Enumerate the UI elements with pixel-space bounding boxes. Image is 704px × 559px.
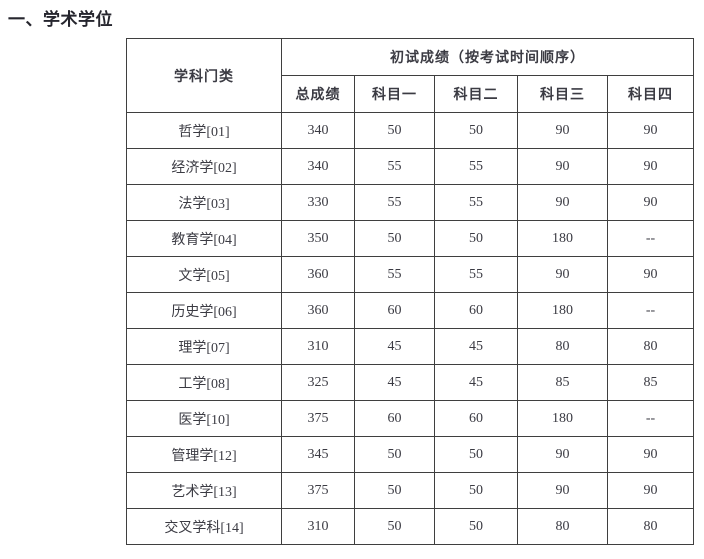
score-cell: 375 (281, 472, 355, 509)
score-cell: 90 (517, 436, 608, 473)
score-cell: 55 (354, 148, 435, 185)
category-cell: 医学[10] (126, 400, 282, 437)
score-cell: 90 (606, 184, 695, 221)
score-cell: 90 (606, 112, 695, 149)
category-cell: 交叉学科[14] (126, 508, 282, 545)
table-row: 医学[10] 375 60 60 180 -- (126, 400, 695, 437)
score-cell: 50 (434, 472, 518, 509)
score-cell: 60 (434, 292, 518, 329)
score-cell: 90 (517, 184, 608, 221)
score-cell: 45 (434, 364, 518, 401)
table-row: 工学[08] 325 45 45 85 85 (126, 364, 695, 401)
score-cell: 50 (354, 472, 435, 509)
score-cell: 50 (354, 220, 435, 257)
score-cell: 55 (354, 184, 435, 221)
table-row: 教育学[04] 350 50 50 180 -- (126, 220, 695, 257)
score-cell: 80 (517, 508, 608, 545)
score-cell: 90 (606, 256, 695, 293)
score-cell: -- (606, 400, 695, 437)
score-cell: 375 (281, 400, 355, 437)
category-cell: 理学[07] (126, 328, 282, 365)
scores-table: 学科门类 初试成绩（按考试时间顺序） 总成绩 科目一 科目二 科目三 科目四 哲… (126, 38, 695, 545)
score-cell: 55 (434, 184, 518, 221)
score-cell: 50 (434, 436, 518, 473)
header-category: 学科门类 (126, 38, 282, 113)
score-cell: 345 (281, 436, 355, 473)
category-cell: 工学[08] (126, 364, 282, 401)
table-row: 艺术学[13] 375 50 50 90 90 (126, 472, 695, 509)
category-cell: 哲学[01] (126, 112, 282, 149)
score-cell: 85 (517, 364, 608, 401)
score-cell: 180 (517, 292, 608, 329)
score-cell: 45 (354, 328, 435, 365)
score-cell: 60 (434, 400, 518, 437)
score-cell: 360 (281, 292, 355, 329)
score-cell: 90 (606, 436, 695, 473)
header-group-initial-scores: 初试成绩（按考试时间顺序） (280, 38, 695, 76)
score-cell: 80 (517, 328, 608, 365)
header-row-group: 学科门类 初试成绩（按考试时间顺序） (126, 38, 695, 113)
score-cell: 50 (434, 112, 518, 149)
score-cell: 90 (606, 148, 695, 185)
score-cell: 90 (517, 148, 608, 185)
score-cell: 340 (281, 112, 355, 149)
category-cell: 历史学[06] (126, 292, 282, 329)
score-cell: 80 (606, 328, 695, 365)
table-row: 历史学[06] 360 60 60 180 -- (126, 292, 695, 329)
header-col-total: 总成绩 (281, 75, 355, 113)
score-cell: 180 (517, 400, 608, 437)
header-col-subject2: 科目二 (434, 75, 518, 113)
score-cell: 45 (434, 328, 518, 365)
score-cell: 55 (434, 148, 518, 185)
score-cell: 60 (354, 292, 435, 329)
header-col-subject3: 科目三 (517, 75, 608, 113)
score-cell: 55 (434, 256, 518, 293)
score-cell: 310 (281, 328, 355, 365)
header-col-subject4: 科目四 (606, 75, 695, 113)
category-cell: 管理学[12] (126, 436, 282, 473)
table-row: 法学[03] 330 55 55 90 90 (126, 184, 695, 221)
category-cell: 文学[05] (126, 256, 282, 293)
table-body: 哲学[01] 340 50 50 90 90 经济学[02] 340 55 55 90 90 法学[03… (126, 112, 695, 545)
table-row: 经济学[02] 340 55 55 90 90 (126, 148, 695, 185)
category-cell: 经济学[02] (126, 148, 282, 185)
score-cell: 50 (434, 220, 518, 257)
score-cell: 55 (354, 256, 435, 293)
table-row: 管理学[12] 345 50 50 90 90 (126, 436, 695, 473)
category-cell: 法学[03] (126, 184, 282, 221)
score-cell: 350 (281, 220, 355, 257)
header-row-columns: 总成绩 科目一 科目二 科目三 科目四 (127, 75, 695, 113)
category-cell: 艺术学[13] (126, 472, 282, 509)
score-cell: 90 (606, 472, 695, 509)
score-cell: 325 (281, 364, 355, 401)
score-cell: 310 (281, 508, 355, 545)
table-header: 学科门类 初试成绩（按考试时间顺序） 总成绩 科目一 科目二 科目三 科目四 (126, 38, 695, 113)
score-cell: 60 (354, 400, 435, 437)
score-cell: 360 (281, 256, 355, 293)
score-cell: 45 (354, 364, 435, 401)
table-row: 交叉学科[14] 310 50 50 80 80 (126, 508, 695, 545)
table-row: 理学[07] 310 45 45 80 80 (126, 328, 695, 365)
score-cell: 50 (354, 112, 435, 149)
score-cell: 50 (434, 508, 518, 545)
table-row: 文学[05] 360 55 55 90 90 (126, 256, 695, 293)
score-cell: 180 (517, 220, 608, 257)
score-cell: 90 (517, 256, 608, 293)
score-cell: 50 (354, 508, 435, 545)
table-row: 哲学[01] 340 50 50 90 90 (126, 112, 695, 149)
score-cell: 85 (606, 364, 695, 401)
score-cell: 340 (281, 148, 355, 185)
score-cell: 50 (354, 436, 435, 473)
score-cell: 90 (517, 112, 608, 149)
score-cell: 90 (517, 472, 608, 509)
score-cell: -- (606, 220, 695, 257)
category-cell: 教育学[04] (126, 220, 282, 257)
score-cell: 80 (606, 508, 695, 545)
score-cell: 330 (281, 184, 355, 221)
header-col-subject1: 科目一 (354, 75, 435, 113)
score-cell: -- (606, 292, 695, 329)
page-title: 一、学术学位 (8, 10, 113, 29)
